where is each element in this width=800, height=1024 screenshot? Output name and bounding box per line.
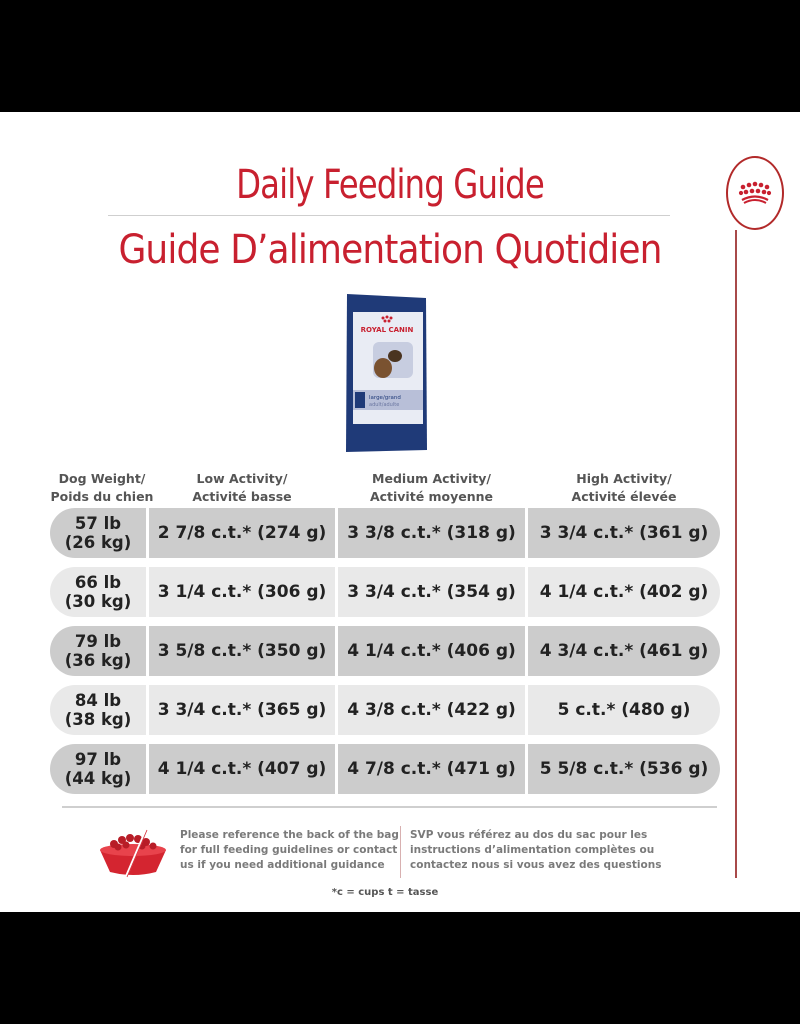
low-activity-cell: 3 5/8 c.t.* (350 g) [149,626,335,676]
weight-cell: 57 lb (26 kg) [50,508,146,558]
weight-cell: 79 lb (36 kg) [50,626,146,676]
medium-activity-cell: 4 7/8 c.t.* (471 g) [338,744,525,794]
high-activity-cell: 5 c.t.* (480 g) [528,685,720,735]
low-activity-cell: 2 7/8 c.t.* (274 g) [149,508,335,558]
feeding-guide-canvas: Daily Feeding Guide Guide D’alimentation… [0,112,800,912]
low-activity-cell: 3 3/4 c.t.* (365 g) [149,685,335,735]
low-activity-cell: 4 1/4 c.t.* (407 g) [149,744,335,794]
table-row: 66 lb (30 kg) 3 1/4 c.t.* (306 g) 3 3/4 c… [50,567,720,617]
header-medium-activity: Medium Activity/ Activité moyenne [369,471,494,504]
note-english: Please reference the back of the bag for… [180,829,399,871]
footnote: *c = cups t = tasse [331,887,439,898]
high-activity-cell: 5 5/8 c.t.* (536 g) [528,744,720,794]
note-divider [400,826,401,878]
product-bag-image: ROYAL CANIN large/grand adult/adulte [346,294,427,452]
weight-cell: 84 lb (38 kg) [50,685,146,735]
table-row: 57 lb (26 kg) 2 7/8 c.t.* (274 g) 3 3/8 c… [50,508,720,558]
high-activity-cell: 4 3/4 c.t.* (461 g) [528,626,720,676]
low-activity-cell: 3 1/4 c.t.* (306 g) [149,567,335,617]
table-row: 79 lb (36 kg) 3 5/8 c.t.* (350 g) 4 1/4 c… [50,626,720,676]
title-english: Daily Feeding Guide [236,162,545,208]
high-activity-cell: 4 1/4 c.t.* (402 g) [528,567,720,617]
medium-activity-cell: 4 3/8 c.t.* (422 g) [338,685,525,735]
food-bowl-icon [100,829,166,878]
medium-activity-cell: 3 3/8 c.t.* (318 g) [338,508,525,558]
weight-cell: 66 lb (30 kg) [50,567,146,617]
header-dog-weight: Dog Weight/ Poids du chien [50,471,154,504]
header-high-activity: High Activity/ Activité élevée [571,471,677,504]
medium-activity-cell: 4 1/4 c.t.* (406 g) [338,626,525,676]
table-divider [62,806,717,808]
svg-text:adult/adulte: adult/adulte [369,402,399,408]
table-row: 84 lb (38 kg) 3 3/4 c.t.* (365 g) 4 3/8 c… [50,685,720,735]
title-french: Guide D’alimentation Quotidien [118,227,662,273]
svg-text:ROYAL CANIN: ROYAL CANIN [361,326,414,334]
high-activity-cell: 3 3/4 c.t.* (361 g) [528,508,720,558]
medium-activity-cell: 3 3/4 c.t.* (354 g) [338,567,525,617]
column-headers: Dog Weight/ Poids du chien Low Activity/… [50,470,720,510]
crown-icon [738,181,772,204]
table-row: 97 lb (44 kg) 4 1/4 c.t.* (407 g) 4 7/8 c… [50,744,720,794]
header-low-activity: Low Activity/ Activité basse [192,471,292,504]
weight-cell: 97 lb (44 kg) [50,744,146,794]
brand-vertical-line [735,230,737,878]
brand-badge [726,156,784,230]
note-french: SVP vous référez au dos du sac pour les … [410,829,662,871]
svg-text:large/grand: large/grand [369,395,401,401]
title-divider [108,215,670,216]
